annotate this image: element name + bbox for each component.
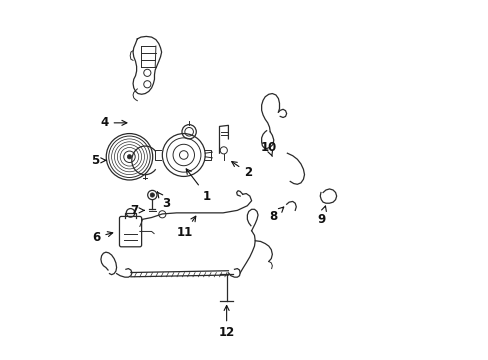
Text: 12: 12 <box>218 306 234 339</box>
Text: 3: 3 <box>157 192 170 210</box>
Text: 4: 4 <box>100 116 126 129</box>
Text: 2: 2 <box>231 162 252 179</box>
Circle shape <box>150 193 154 197</box>
Text: 5: 5 <box>91 154 105 167</box>
Circle shape <box>127 155 131 159</box>
Text: 9: 9 <box>317 206 325 226</box>
Text: 10: 10 <box>260 141 276 157</box>
Text: 1: 1 <box>186 169 211 203</box>
Text: 11: 11 <box>176 216 195 239</box>
Text: 6: 6 <box>92 231 113 244</box>
Text: 8: 8 <box>269 207 283 223</box>
Text: 7: 7 <box>130 204 144 217</box>
